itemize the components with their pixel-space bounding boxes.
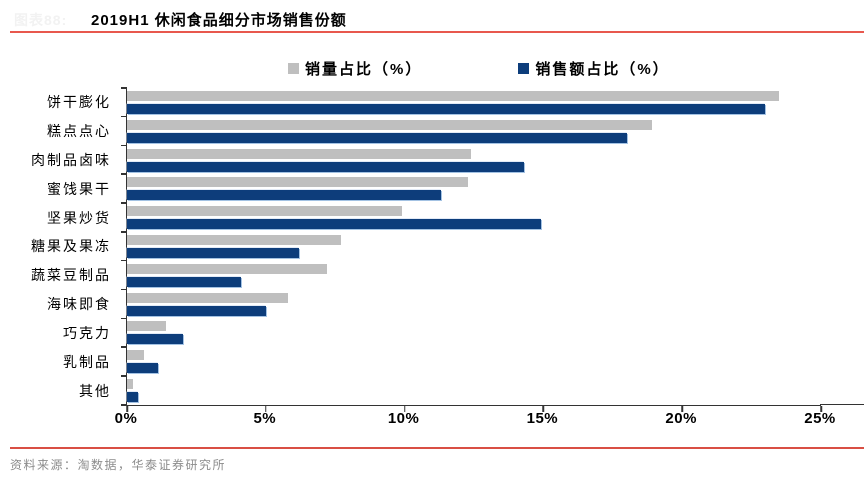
bar-revenue: [127, 103, 766, 114]
category-label: 蔬菜豆制品: [31, 267, 111, 284]
x-axis-tick-label: 10%: [387, 410, 420, 427]
bar-revenue: [127, 305, 266, 316]
y-axis-tick: [121, 375, 127, 377]
category-label: 巧克力: [63, 324, 111, 341]
category-labels: 饼干膨化糕点点心肉制品卤味蜜饯果干坚果炒货糖果及果冻蔬菜豆制品海味即食巧克力乳制…: [0, 88, 118, 405]
bar-volume: [127, 148, 472, 159]
bar-group: [127, 290, 821, 319]
bar-revenue: [127, 363, 158, 374]
bar-group: [127, 174, 821, 203]
legend-label-volume: 销量占比（%）: [305, 61, 423, 78]
bar-volume: [127, 321, 166, 332]
plot-area: [121, 87, 822, 412]
bar-volume: [127, 206, 402, 217]
bar-revenue: [127, 190, 441, 201]
y-axis-tick: [121, 202, 127, 204]
bar-revenue: [127, 219, 541, 230]
revenue-swatch-icon: [518, 63, 530, 74]
bar-volume: [127, 234, 341, 245]
bar-group: [127, 88, 821, 117]
page-title: 2019H1 休闲食品细分市场销售份额: [91, 12, 347, 29]
bar-volume: [127, 90, 780, 101]
x-axis-tick-label: 20%: [665, 410, 697, 427]
category-label: 海味即食: [47, 296, 111, 313]
volume-swatch-icon: [288, 63, 299, 74]
bar-revenue: [127, 392, 139, 403]
category-label: 乳制品: [63, 353, 111, 370]
y-axis-tick: [121, 259, 127, 262]
chart-header: 图表88: 2019H1 休闲食品细分市场销售份额: [0, 7, 864, 31]
x-axis-tick: [681, 406, 683, 412]
bar-revenue: [127, 161, 524, 172]
bar-volume: [127, 119, 652, 130]
y-axis-tick: [121, 317, 127, 320]
x-axis-tick-label: 15%: [526, 410, 559, 427]
bar-volume: [127, 292, 288, 303]
category-label: 肉制品卤味: [31, 152, 111, 169]
bar-revenue: [127, 334, 183, 345]
category-label: 其他: [79, 382, 111, 399]
bar-group: [127, 117, 821, 146]
bar-group: [127, 203, 821, 232]
y-axis-tick: [121, 346, 127, 348]
category-label: 饼干膨化: [47, 94, 111, 111]
bar-volume: [127, 263, 327, 274]
bar-group: [127, 261, 821, 290]
x-axis-tick-label: 0%: [114, 410, 138, 427]
bar-group: [127, 347, 821, 376]
bar-revenue: [127, 132, 627, 143]
y-axis-tick: [121, 173, 127, 175]
legend-item-revenue: 销售额占比（%）: [518, 58, 669, 79]
x-axis-extension: [820, 403, 864, 405]
y-axis-tick: [121, 404, 127, 406]
bar-group: [127, 232, 821, 261]
y-axis-tick: [121, 115, 127, 118]
y-axis-tick: [121, 144, 127, 147]
x-axis-tick-label: 25%: [804, 410, 836, 427]
x-axis-tick: [403, 406, 406, 412]
x-axis-tick: [265, 406, 267, 412]
legend-label-revenue: 销售额占比（%）: [535, 61, 670, 78]
x-axis-tick-label: 5%: [253, 410, 277, 427]
bar-revenue: [127, 247, 300, 258]
bar-group: [127, 376, 821, 405]
bar-volume: [127, 379, 133, 390]
y-axis-tick: [121, 288, 127, 291]
bar-group: [127, 146, 821, 175]
bar-volume: [127, 177, 469, 188]
x-axis-labels: 0% 5% 10% 15% 20% 25%: [115, 410, 836, 432]
y-axis-tick: [121, 231, 127, 233]
bar-volume: [127, 350, 144, 361]
x-axis-tick: [820, 406, 822, 412]
bar-group: [127, 319, 821, 348]
bar-revenue: [127, 276, 241, 287]
category-label: 坚果炒货: [47, 209, 111, 226]
x-axis-tick: [126, 406, 128, 412]
title-underline: [10, 31, 864, 33]
footer-rule: [10, 447, 864, 449]
x-axis-tick: [542, 406, 545, 412]
category-label: 蜜饯果干: [47, 180, 111, 197]
category-label: 糕点点心: [47, 123, 111, 140]
y-axis-tick: [121, 87, 127, 89]
category-label: 糖果及果冻: [31, 238, 111, 255]
legend: 销量占比（%） 销售额占比（%）: [288, 58, 670, 79]
figure-label: 图表88:: [14, 12, 68, 28]
legend-item-volume: 销量占比（%）: [288, 58, 422, 79]
source-note: 资料来源：淘数据，华泰证券研究所: [10, 458, 227, 472]
